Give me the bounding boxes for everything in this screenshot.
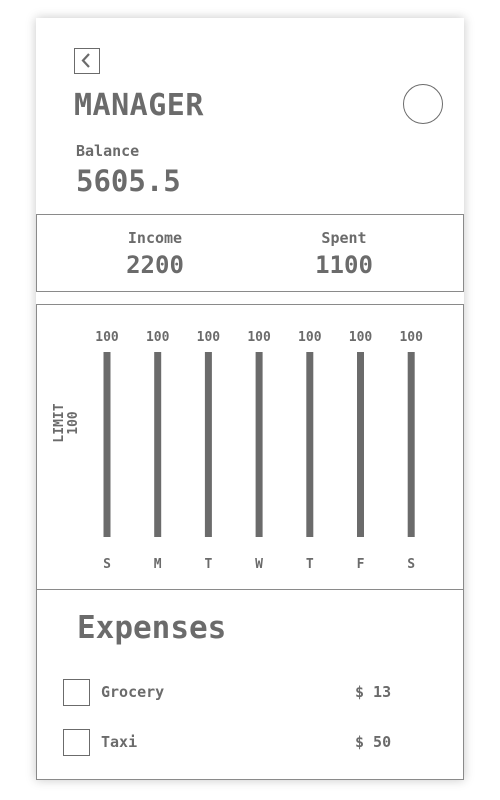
x-tick-label: S — [407, 557, 415, 572]
bar-data-label: 100 — [298, 330, 322, 345]
bar-data-label: 100 — [247, 330, 271, 345]
expense-amount: $ 13 — [355, 683, 392, 701]
bar-chart-svg: LIMIT 100 100 S 100 M 100 T 100 W 100 T 100 F 100 S — [52, 330, 423, 572]
x-tick-label: T — [204, 557, 212, 572]
expense-item: Taxi $ 50 — [63, 729, 443, 757]
chart-bar[interactable] — [255, 352, 263, 537]
x-tick-label: W — [255, 557, 263, 572]
spent-label: Spent — [321, 229, 367, 247]
income-summary: Income 2200 — [85, 229, 225, 279]
income-value: 2200 — [126, 251, 184, 279]
balance-label: Balance — [76, 142, 140, 160]
x-tick-label: S — [103, 557, 111, 572]
bar-data-label: 100 — [95, 330, 119, 345]
spent-value: 1100 — [315, 251, 373, 279]
bar-data-label: 100 — [399, 330, 423, 345]
y-axis-limit-value: 100 — [66, 411, 81, 435]
x-tick-label: M — [154, 557, 162, 572]
back-button[interactable] — [74, 48, 100, 74]
chart-bar[interactable] — [103, 352, 111, 537]
expenses-panel: Expenses Grocery $ 13 Taxi $ 50 — [36, 589, 464, 780]
balance-value: 5605.5 — [76, 164, 181, 198]
spent-summary: Spent 1100 — [274, 229, 414, 279]
chart-bar[interactable] — [154, 352, 162, 537]
income-spent-summary: Income 2200 Spent 1100 — [36, 214, 464, 292]
expense-checkbox[interactable] — [63, 729, 90, 756]
avatar[interactable] — [403, 84, 443, 124]
bar-data-label: 100 — [349, 330, 373, 345]
weekly-limit-chart: LIMIT 100 100 S 100 M 100 T 100 W 100 T 100 F 100 S — [36, 304, 464, 589]
chevron-left-icon — [81, 53, 90, 68]
expense-checkbox[interactable] — [63, 679, 90, 706]
expense-name: Taxi — [101, 733, 138, 751]
chart-bar[interactable] — [357, 352, 364, 537]
chart-bar[interactable] — [306, 352, 314, 537]
y-axis-label: LIMIT — [52, 403, 67, 442]
page-title: MANAGER — [74, 88, 204, 123]
expense-amount: $ 50 — [355, 733, 392, 751]
y-axis-label-group: LIMIT 100 — [52, 403, 81, 442]
income-label: Income — [127, 229, 183, 247]
expense-item: Grocery $ 13 — [63, 679, 443, 707]
x-tick-label: F — [357, 557, 365, 572]
x-tick-label: T — [306, 557, 314, 572]
bar-data-label: 100 — [146, 330, 170, 345]
expenses-title: Expenses — [77, 610, 227, 646]
expense-name: Grocery — [101, 683, 165, 701]
manager-card: MANAGER Balance 5605.5 Income 2200 Spent… — [36, 18, 464, 780]
chart-bar[interactable] — [407, 352, 415, 537]
bar-data-label: 100 — [197, 330, 221, 345]
chart-bar[interactable] — [204, 352, 212, 537]
